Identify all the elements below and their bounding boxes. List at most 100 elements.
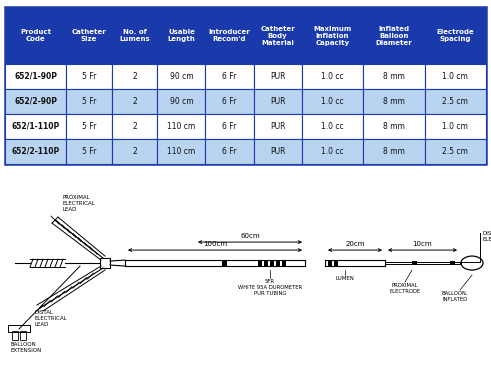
- Bar: [66, 64, 112, 89]
- Text: 8 mm: 8 mm: [383, 97, 405, 106]
- Text: 652/1-90P: 652/1-90P: [14, 72, 57, 81]
- Bar: [66, 89, 112, 114]
- Bar: [125, 260, 305, 266]
- Text: 5 Fr: 5 Fr: [82, 97, 96, 106]
- Bar: [5, 7, 66, 64]
- Bar: [276, 260, 280, 266]
- Text: PUR: PUR: [270, 147, 285, 156]
- Bar: [157, 89, 205, 114]
- Text: 1.0 cc: 1.0 cc: [321, 122, 344, 131]
- Text: 90 cm: 90 cm: [169, 97, 193, 106]
- Bar: [253, 139, 301, 164]
- Text: Catheter
Body
Material: Catheter Body Material: [260, 25, 295, 46]
- Bar: [301, 89, 363, 114]
- Text: Product
Code: Product Code: [20, 29, 51, 42]
- Bar: [301, 114, 363, 139]
- Bar: [5, 114, 66, 139]
- Text: 6 Fr: 6 Fr: [222, 122, 237, 131]
- Bar: [425, 114, 486, 139]
- Bar: [450, 261, 455, 264]
- Text: 2: 2: [132, 122, 137, 131]
- Bar: [425, 139, 486, 164]
- Bar: [205, 64, 253, 89]
- Bar: [100, 258, 110, 268]
- Bar: [270, 260, 274, 266]
- Bar: [205, 89, 253, 114]
- Text: 6 Fr: 6 Fr: [222, 147, 237, 156]
- Ellipse shape: [461, 256, 483, 270]
- Text: 90 cm: 90 cm: [169, 72, 193, 81]
- Bar: [253, 7, 301, 64]
- Bar: [112, 89, 157, 114]
- Bar: [5, 139, 66, 164]
- Text: 2.5 cm: 2.5 cm: [442, 147, 468, 156]
- Bar: [253, 114, 301, 139]
- Bar: [12, 331, 18, 340]
- Bar: [363, 64, 425, 89]
- Bar: [253, 89, 301, 114]
- Bar: [112, 114, 157, 139]
- Text: BALLOON
EXTENSION: BALLOON EXTENSION: [11, 342, 42, 353]
- Bar: [363, 139, 425, 164]
- Bar: [66, 139, 112, 164]
- Text: DISTAL
ELECTRODE: DISTAL ELECTRODE: [483, 231, 491, 242]
- Bar: [5, 89, 66, 114]
- Text: PUR: PUR: [270, 122, 285, 131]
- Text: 5FR
WHITE 95A DUROMETER
PUR TUBING: 5FR WHITE 95A DUROMETER PUR TUBING: [238, 279, 302, 296]
- Text: BALLOON,
INFLATED: BALLOON, INFLATED: [442, 291, 468, 302]
- Bar: [112, 139, 157, 164]
- Bar: [5, 64, 66, 89]
- Bar: [425, 64, 486, 89]
- Bar: [205, 7, 253, 64]
- Text: 6 Fr: 6 Fr: [222, 97, 237, 106]
- Text: 2: 2: [132, 97, 137, 106]
- Text: 2.5 cm: 2.5 cm: [442, 97, 468, 106]
- Text: 10cm: 10cm: [413, 241, 432, 247]
- Bar: [157, 139, 205, 164]
- Text: 20cm: 20cm: [345, 241, 365, 247]
- Bar: [205, 139, 253, 164]
- Text: 1.0 cc: 1.0 cc: [321, 72, 344, 81]
- Text: PROXIMAL
ELECTRICAL
LEAD: PROXIMAL ELECTRICAL LEAD: [63, 195, 96, 212]
- Bar: [412, 261, 417, 264]
- Text: 1.0 cm: 1.0 cm: [442, 122, 468, 131]
- Text: 652/1-110P: 652/1-110P: [11, 122, 60, 131]
- Text: Catheter
Size: Catheter Size: [72, 29, 107, 42]
- Text: Introducer
Recom'd: Introducer Recom'd: [209, 29, 250, 42]
- Bar: [334, 260, 338, 266]
- Bar: [264, 260, 268, 266]
- Text: 652/2-110P: 652/2-110P: [11, 147, 60, 156]
- Text: 2: 2: [132, 147, 137, 156]
- Bar: [112, 7, 157, 64]
- Bar: [20, 331, 26, 340]
- Bar: [157, 64, 205, 89]
- Text: 5 Fr: 5 Fr: [82, 72, 96, 81]
- Bar: [253, 64, 301, 89]
- Text: 1.0 cc: 1.0 cc: [321, 97, 344, 106]
- Bar: [363, 7, 425, 64]
- Bar: [301, 139, 363, 164]
- Text: Electrode
Spacing: Electrode Spacing: [436, 29, 474, 42]
- Text: LUMEN: LUMEN: [335, 276, 355, 281]
- Bar: [8, 325, 30, 332]
- Text: 110 cm: 110 cm: [167, 122, 195, 131]
- Text: 2: 2: [132, 72, 137, 81]
- Text: 1.0 cm: 1.0 cm: [442, 72, 468, 81]
- Bar: [363, 114, 425, 139]
- Text: 110 cm: 110 cm: [167, 147, 195, 156]
- Bar: [363, 89, 425, 114]
- Bar: [66, 114, 112, 139]
- Bar: [328, 260, 332, 266]
- Text: PROXIMAL
ELECTRODE: PROXIMAL ELECTRODE: [389, 283, 421, 294]
- Bar: [205, 114, 253, 139]
- Bar: [425, 7, 486, 64]
- Bar: [157, 114, 205, 139]
- Text: PUR: PUR: [270, 97, 285, 106]
- Bar: [222, 260, 227, 266]
- Text: 8 mm: 8 mm: [383, 147, 405, 156]
- Text: PUR: PUR: [270, 72, 285, 81]
- Bar: [157, 7, 205, 64]
- Text: 6 Fr: 6 Fr: [222, 72, 237, 81]
- Bar: [282, 260, 286, 266]
- Text: 652/2-90P: 652/2-90P: [14, 97, 57, 106]
